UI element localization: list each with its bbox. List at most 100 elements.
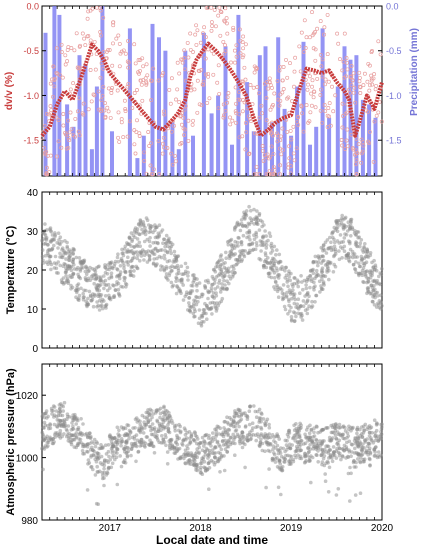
dvv-scatter-point <box>278 163 283 168</box>
pressure-point <box>334 436 339 441</box>
temperature-point <box>217 281 221 285</box>
dvv-scatter-point <box>169 76 174 81</box>
dvv-scatter-point <box>174 97 178 102</box>
temperature-point <box>320 268 324 273</box>
pressure-point <box>238 419 242 423</box>
temperature-point <box>283 307 288 312</box>
temperature-point <box>175 276 179 281</box>
pressure-point <box>316 444 320 449</box>
temperature-point <box>362 256 367 260</box>
dvv-scatter-point <box>292 158 297 163</box>
dvv-scatter-point <box>340 101 345 106</box>
precip-bar <box>157 37 161 176</box>
pressure-point <box>342 436 347 441</box>
pressure-point <box>293 438 298 443</box>
dvv-scatter-point <box>369 73 374 78</box>
pressure-point <box>54 409 59 413</box>
dvv-scatter-point <box>344 138 349 143</box>
dvv-scatter-point <box>287 144 292 149</box>
dvv-scatter-point <box>141 78 146 83</box>
pressure-point <box>115 425 120 430</box>
pressure-point <box>315 425 319 429</box>
pressure-point <box>167 419 172 424</box>
temperature-point <box>172 249 177 254</box>
precip-bar <box>257 55 262 177</box>
temperature-point <box>223 261 227 265</box>
dvv-scatter-point <box>109 88 114 93</box>
dvv-scatter-point <box>359 160 364 165</box>
temperature-point <box>49 267 53 272</box>
temperature-point <box>280 265 284 269</box>
temperature-point <box>168 248 173 253</box>
temperature-point <box>105 288 110 293</box>
dvv-scatter-point <box>371 159 376 164</box>
dvv-scatter-point <box>378 52 383 57</box>
pressure-point <box>50 441 55 446</box>
temperature-point <box>118 264 123 268</box>
temperature-point <box>298 291 302 296</box>
dvv-scatter-point <box>109 90 114 95</box>
dvv-scatter-point <box>144 62 149 67</box>
dvv-scatter-point <box>181 115 186 120</box>
dvv-scatter-point <box>231 25 236 30</box>
pressure-point <box>185 430 189 435</box>
pressure-point <box>114 455 119 460</box>
dvv-scatter-point <box>252 172 257 177</box>
dvv-scatter-point <box>71 81 76 86</box>
dvv-scatter-point <box>66 45 71 50</box>
dvv-scatter-point <box>225 100 230 105</box>
dvv-scatter-point <box>63 53 68 58</box>
precip-bar <box>263 46 268 176</box>
dvv-scatter-point <box>224 16 229 21</box>
dvv-scatter-point <box>195 110 200 115</box>
pressure-point <box>240 445 245 450</box>
precip-bar <box>295 86 300 176</box>
temperature-point <box>212 281 217 285</box>
pressure-point <box>303 441 308 446</box>
pressure-point <box>341 424 346 429</box>
temperature-point <box>284 295 289 299</box>
dvv-scatter-point <box>116 135 121 140</box>
pressure-point <box>198 467 203 472</box>
temperature-point <box>71 257 76 262</box>
temperature-point <box>167 236 171 241</box>
dvv-scatter-point <box>80 31 85 36</box>
temperature-point <box>344 233 349 237</box>
pressure-point <box>189 454 194 458</box>
temperature-point <box>186 308 190 312</box>
pressure-point <box>116 438 121 443</box>
temperature-point <box>273 287 277 292</box>
pressure-point <box>62 400 67 405</box>
dvv-scatter-point <box>206 47 211 52</box>
pressure-point <box>74 435 78 440</box>
dvv-scatter-point <box>243 77 248 82</box>
dvv-scatter-point <box>376 39 381 44</box>
dvv-scatter-point <box>356 142 361 147</box>
pressure-point <box>74 422 78 426</box>
pressure-point <box>57 403 62 407</box>
pressure-point <box>52 415 56 419</box>
temperature-point <box>281 283 286 287</box>
pressure-point <box>366 425 370 430</box>
pressure-point <box>327 465 332 470</box>
dvv-scatter-point <box>265 80 269 84</box>
dvv-scatter-point <box>288 171 293 176</box>
temperature-point <box>252 207 256 212</box>
dvv-scatter-point <box>121 48 126 53</box>
pressure-point <box>95 455 99 459</box>
temperature-point <box>145 237 150 242</box>
temperature-point <box>43 241 48 246</box>
temperature-point <box>323 274 328 279</box>
temperature-point <box>71 246 76 251</box>
pressure-point <box>132 437 137 441</box>
x-tick-label: 2017 <box>99 523 122 534</box>
dvv-scatter-point <box>273 172 278 177</box>
dvv-scatter-point <box>342 31 347 36</box>
pressure-point <box>214 432 219 437</box>
temperature-point <box>89 299 94 303</box>
temperature-point <box>376 301 380 306</box>
dvv-scatter-point <box>119 120 124 125</box>
temperature-point <box>111 266 115 271</box>
temperature-point <box>44 260 49 265</box>
dvv-scatter-point <box>349 74 354 79</box>
